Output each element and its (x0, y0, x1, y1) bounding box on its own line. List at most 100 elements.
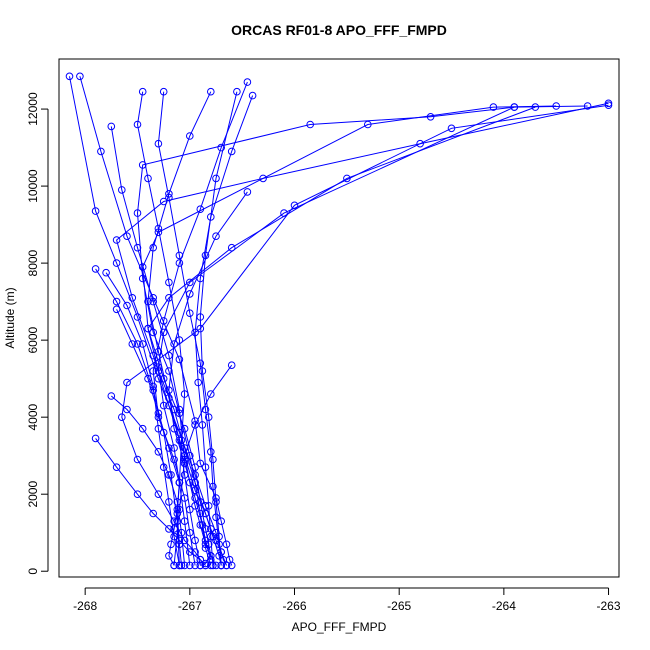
data-point (201, 463, 210, 472)
data-point (133, 490, 142, 499)
data-point (91, 434, 100, 443)
data-point (207, 390, 215, 398)
data-point (144, 297, 152, 306)
data-point (170, 444, 178, 452)
data-point (180, 455, 189, 464)
x-axis: -268 -267 -266 -265 -264 -263 (73, 587, 621, 613)
data-point (201, 405, 210, 414)
series-line (147, 91, 212, 566)
data-point (173, 509, 182, 518)
data-point (170, 561, 178, 570)
data-point (191, 463, 199, 472)
series-line (79, 76, 233, 566)
data-point (138, 340, 147, 348)
data-point (112, 259, 121, 267)
data-point (133, 455, 142, 464)
data-point (123, 405, 131, 414)
data-point (222, 561, 231, 570)
data-point (204, 413, 213, 422)
x-tick-label: -263 (597, 599, 621, 613)
data-point (180, 390, 189, 398)
series-line (69, 76, 227, 566)
data-point (191, 478, 199, 487)
data-point (149, 243, 157, 252)
data-point (173, 517, 182, 526)
series-line (184, 364, 233, 566)
data-point (217, 561, 225, 570)
data-point (165, 444, 173, 452)
data-point (165, 190, 173, 198)
y-tick-label: 2000 (26, 481, 40, 508)
data-point (170, 424, 178, 433)
data-point (259, 174, 267, 183)
data-point (416, 139, 424, 148)
data-point (149, 386, 157, 395)
data-point (233, 87, 241, 96)
data-point (118, 186, 126, 194)
data-point (198, 521, 207, 529)
data-point (144, 174, 152, 183)
data-point (102, 268, 110, 277)
data-point (552, 102, 561, 110)
series-line (147, 106, 536, 566)
data-point (186, 528, 194, 537)
y-axis-label: Altitude (m) (3, 287, 17, 348)
data-point (107, 122, 116, 131)
data-point (243, 188, 252, 196)
data-point (227, 147, 236, 156)
data-point (154, 224, 163, 233)
data-point (196, 521, 205, 529)
data-point (306, 120, 315, 129)
data-point (138, 424, 147, 433)
y-tick-label: 10000 (26, 169, 40, 203)
data-point (91, 265, 100, 273)
data-point (489, 103, 498, 111)
data-point (201, 559, 210, 568)
data-point (215, 532, 223, 541)
data-point (212, 561, 220, 570)
data-point (426, 113, 435, 121)
data-point (154, 424, 163, 433)
plot-area (65, 72, 613, 570)
data-point (196, 561, 205, 570)
data-point (177, 561, 186, 570)
data-point (175, 561, 184, 570)
data-point (175, 478, 184, 487)
series-line (95, 268, 180, 566)
data-point (212, 232, 220, 240)
data-point (191, 328, 199, 337)
data-point (201, 561, 210, 570)
series-line (105, 272, 180, 566)
data-point (186, 278, 194, 287)
data-point (159, 401, 168, 410)
data-point (167, 540, 175, 549)
data-point (186, 548, 194, 556)
y-tick-label: 8000 (26, 249, 40, 276)
data-point (170, 340, 178, 348)
data-point (186, 309, 194, 318)
data-point (112, 297, 121, 306)
data-point (76, 72, 84, 81)
data-point (175, 355, 184, 364)
data-point (165, 498, 173, 506)
data-point (138, 161, 147, 169)
data-point (248, 91, 257, 100)
data-point (123, 378, 131, 387)
data-point (149, 509, 157, 518)
data-point (212, 174, 220, 183)
chart-title: ORCAS RF01-8 APO_FFF_FMPD (231, 22, 447, 38)
y-axis: 0 2000 4000 6000 8000 10000 12000 (26, 92, 49, 575)
data-point (207, 552, 215, 560)
y-tick-label: 6000 (26, 326, 40, 353)
data-point (191, 536, 199, 545)
data-point (128, 294, 137, 302)
data-point (212, 498, 220, 506)
data-point (180, 517, 189, 526)
data-point (191, 421, 199, 429)
data-point (196, 313, 205, 321)
series-line (157, 91, 222, 566)
data-point (175, 336, 184, 344)
data-point (149, 297, 157, 306)
data-point (154, 139, 163, 148)
